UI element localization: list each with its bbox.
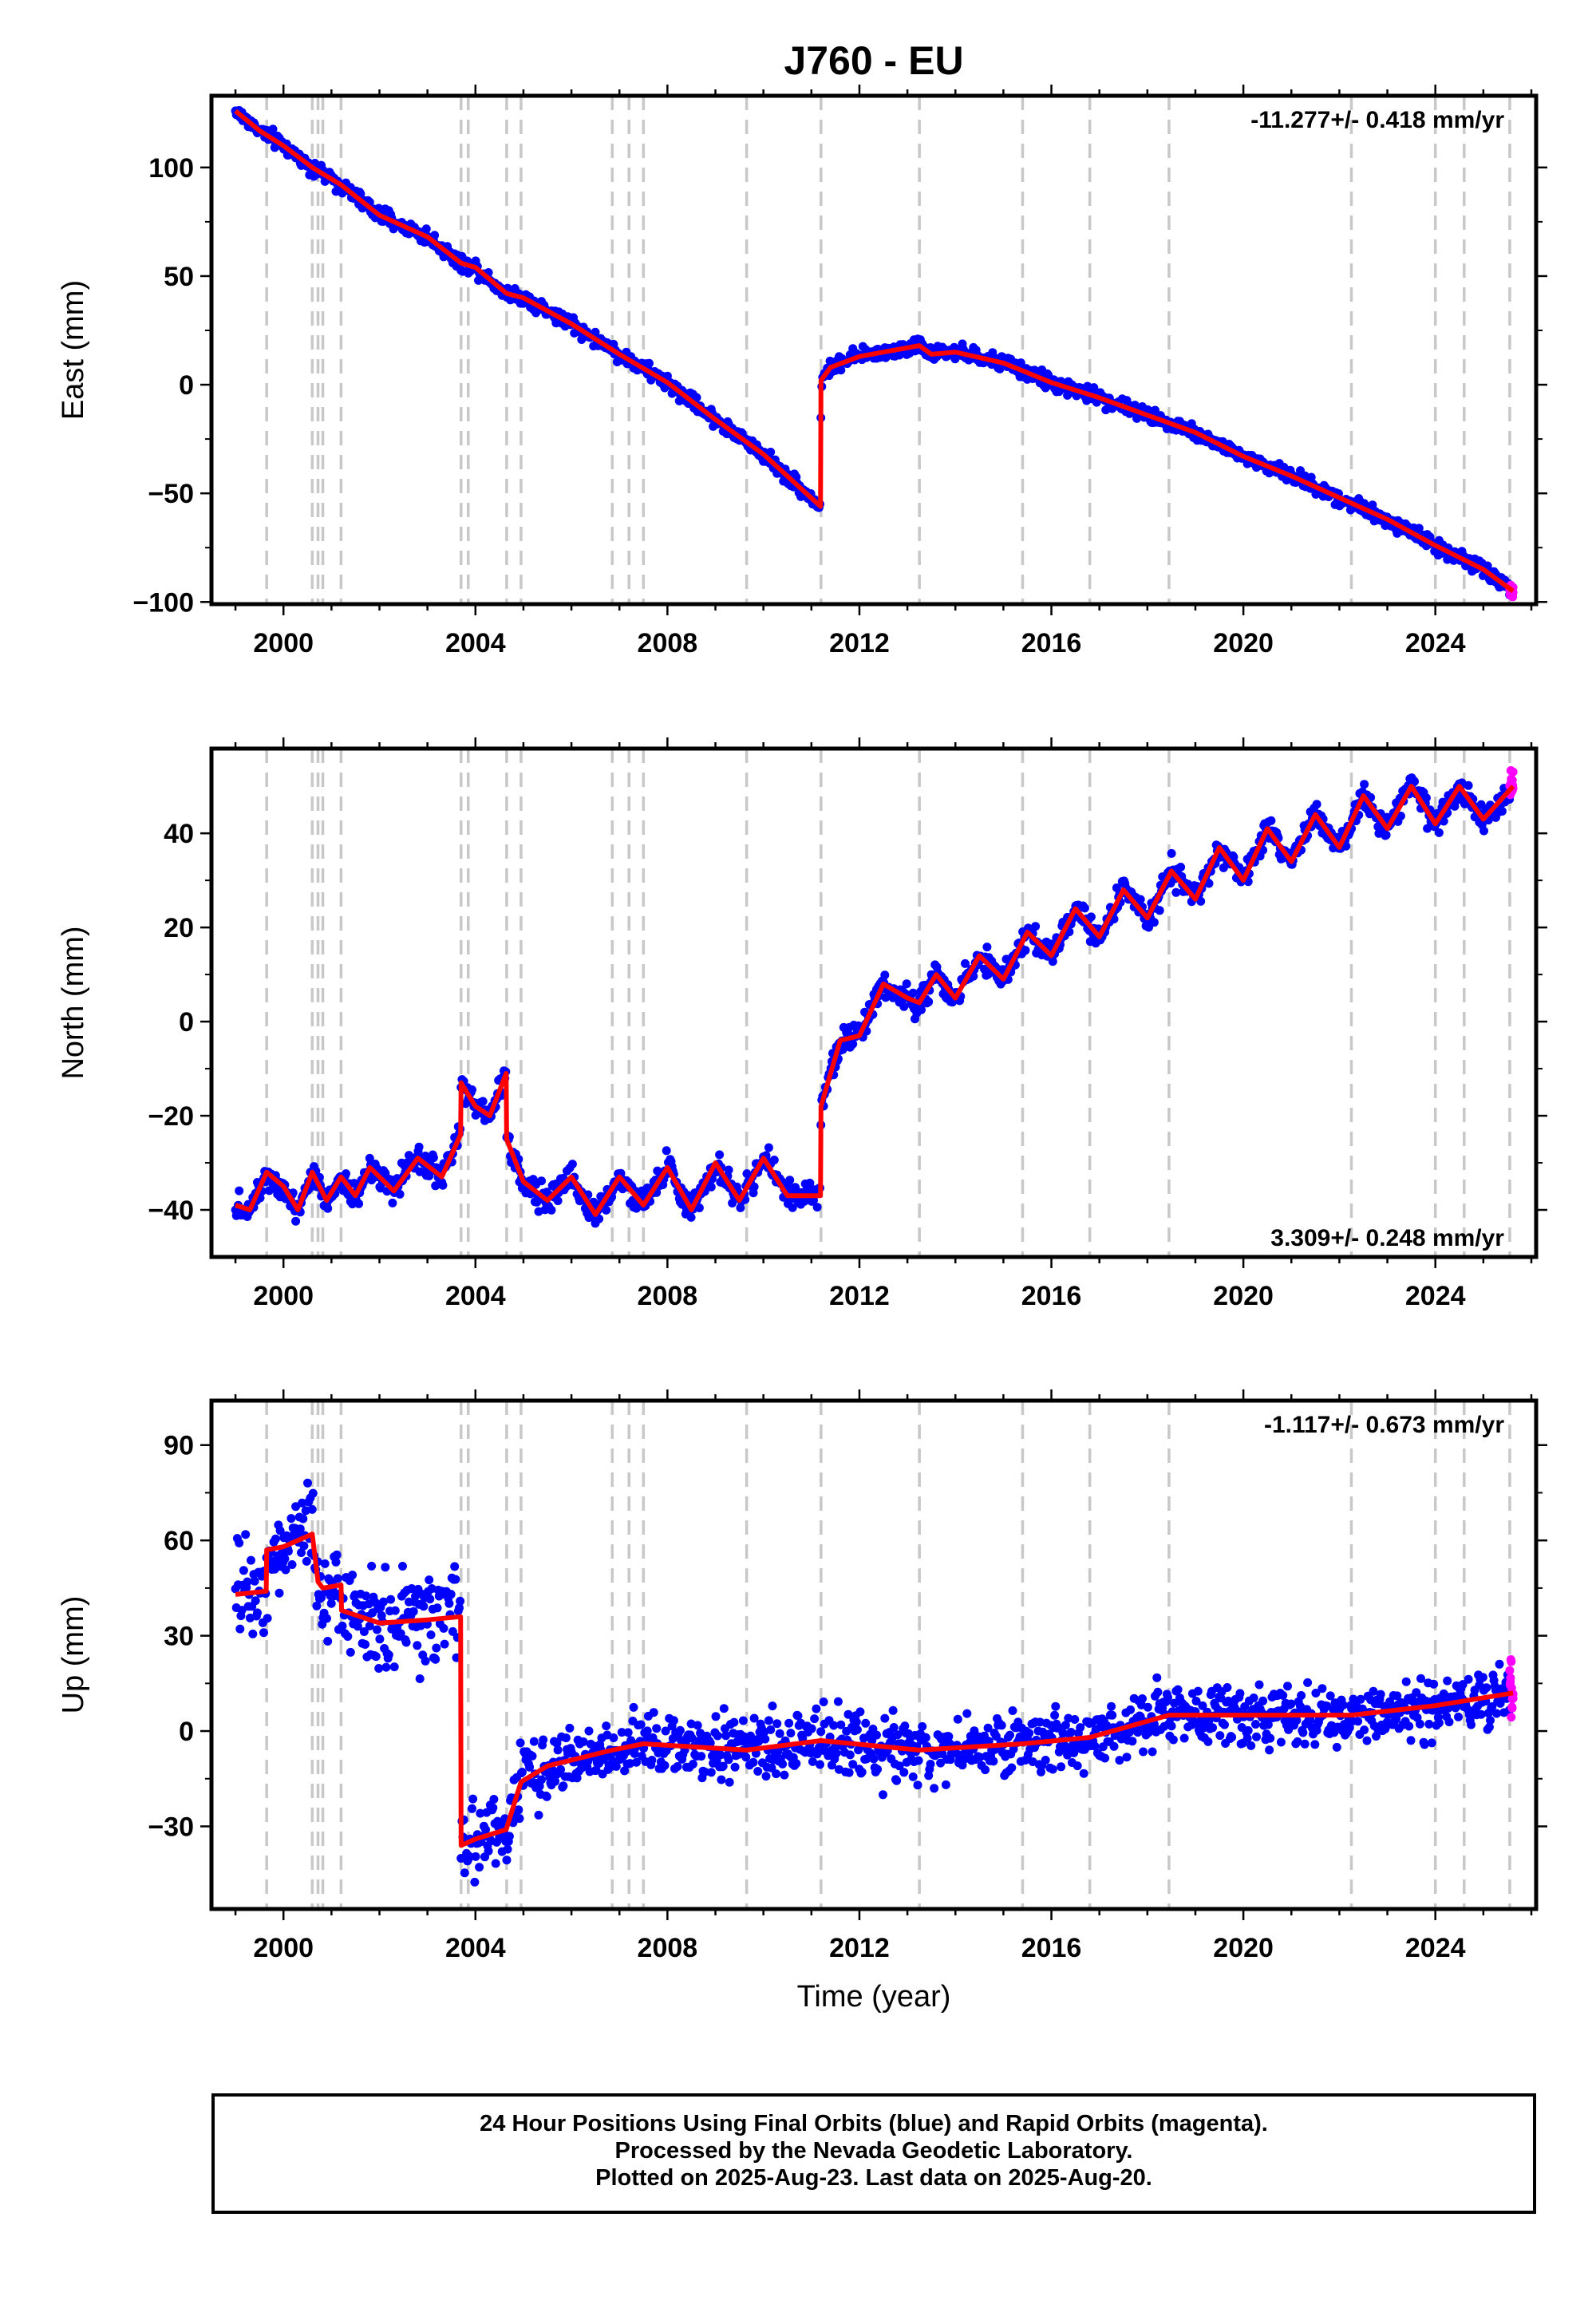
- y-tick-label: 0: [179, 370, 194, 401]
- east-panel: 2000 2004 2008 2012 2016 2020 2024 −100 −50 0 50 10…: [57, 85, 1547, 658]
- x-tick-label: 2004: [445, 628, 506, 658]
- y-tick-label: 20: [164, 913, 194, 943]
- x-tick-label: 2000: [253, 628, 314, 658]
- model-line: [235, 784, 1515, 1217]
- x-tick-label: 2004: [445, 1281, 506, 1311]
- y-tick-label: −100: [132, 587, 194, 618]
- x-tick-label: 2016: [1021, 1281, 1082, 1311]
- x-tick-label: 2008: [638, 1281, 698, 1311]
- x-tick-label: 2008: [638, 628, 698, 658]
- y-axis-label: East (mm): [57, 280, 90, 420]
- x-tick-label: 2020: [1213, 1281, 1274, 1311]
- x-tick-label: 2004: [445, 1933, 506, 1963]
- y-axis-label: North (mm): [57, 926, 90, 1079]
- y-tick-label: 0: [179, 1007, 194, 1037]
- y-tick-label: 30: [164, 1622, 194, 1652]
- y-tick-label: 90: [164, 1431, 194, 1461]
- x-tick-label: 2016: [1021, 1933, 1082, 1963]
- x-axis-label: Time (year): [797, 1980, 951, 2014]
- x-tick-label: 2012: [829, 628, 890, 658]
- x-tick-label: 2000: [253, 1281, 314, 1311]
- caption-line: Processed by the Nevada Geodetic Laborat…: [614, 2138, 1133, 2164]
- x-tick-label: 2000: [253, 1933, 314, 1963]
- data-points: [231, 1478, 1518, 1887]
- y-tick-label: 100: [148, 153, 194, 184]
- rate-label: -11.277+/- 0.418 mm/yr: [1250, 107, 1504, 133]
- rate-label: -1.117+/- 0.673 mm/yr: [1264, 1412, 1504, 1438]
- y-tick-label: −30: [148, 1812, 194, 1842]
- plot-frame: [209, 93, 1539, 607]
- x-tick-label: 2016: [1021, 628, 1082, 658]
- figure-title: J760 - EU: [784, 38, 963, 83]
- caption-box: 24 Hour Positions Using Final Orbits (bl…: [211, 2093, 1536, 2214]
- y-tick-label: −50: [148, 479, 194, 509]
- x-tick-label: 2024: [1405, 628, 1466, 658]
- x-tick-label: 2020: [1213, 1933, 1274, 1963]
- x-tick-label: 2020: [1213, 628, 1274, 658]
- plot-frame: [209, 1398, 1539, 1911]
- caption-line: 24 Hour Positions Using Final Orbits (bl…: [480, 2111, 1268, 2136]
- up-panel: 2000 2004 2008 2012 2016 2020 2024 −30 0 30 60 90 Up…: [57, 1389, 1547, 1963]
- model-line: [235, 1531, 1514, 1848]
- y-axis-label: Up (mm): [57, 1596, 90, 1714]
- x-tick-label: 2024: [1405, 1281, 1466, 1311]
- rate-label: 3.309+/- 0.248 mm/yr: [1270, 1225, 1504, 1251]
- y-tick-label: 0: [179, 1717, 194, 1747]
- x-tick-label: 2012: [829, 1933, 890, 1963]
- caption-line: Plotted on 2025-Aug-23. Last data on 202…: [595, 2165, 1152, 2191]
- y-tick-label: 60: [164, 1526, 194, 1556]
- x-tick-label: 2012: [829, 1281, 890, 1311]
- data-points: [231, 766, 1518, 1228]
- x-tick-label: 2008: [638, 1933, 698, 1963]
- plot-frame: [209, 746, 1539, 1259]
- y-tick-label: 50: [164, 262, 194, 292]
- y-tick-label: −40: [148, 1196, 194, 1226]
- model-line: [234, 109, 1515, 594]
- y-tick-label: 40: [164, 819, 194, 849]
- y-tick-label: −20: [148, 1101, 194, 1132]
- x-tick-label: 2024: [1405, 1933, 1466, 1963]
- north-panel: 2000 2004 2008 2012 2016 2020 2024 −40 −20 0 20 40 N…: [57, 737, 1547, 1311]
